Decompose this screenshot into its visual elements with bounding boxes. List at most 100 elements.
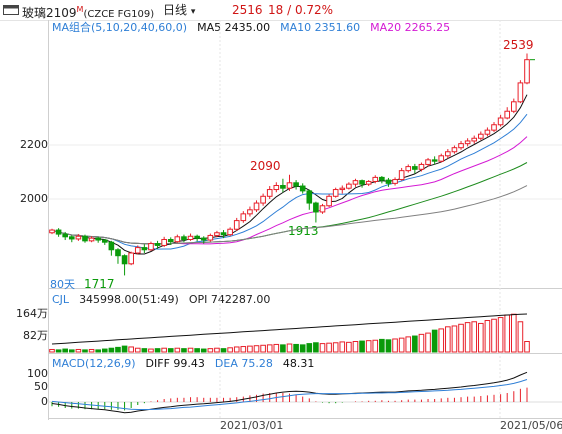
candle-body: [365, 180, 372, 185]
volume-bar: [101, 348, 108, 353]
candle-body: [200, 237, 207, 241]
panel-divider: [48, 353, 562, 354]
candle-body: [438, 155, 445, 162]
period-selector[interactable]: 日线 ▾: [163, 3, 195, 19]
volume-bar: [497, 317, 504, 353]
low-annotation: 1717: [84, 277, 115, 291]
candle-body: [471, 137, 478, 142]
volume-bar: [233, 346, 240, 353]
volume-bar: [398, 337, 405, 353]
volume-bar: [273, 343, 280, 353]
volume-bar: [484, 320, 491, 353]
period-label: 日线: [163, 3, 188, 17]
volume-legend: CJL 345998.00(51:49) OPI 742287.00: [52, 293, 280, 306]
candle-body: [497, 117, 504, 126]
candle-body: [161, 239, 167, 246]
volume-bar: [346, 341, 352, 353]
diff-line: [51, 371, 528, 414]
volume-bar: [62, 348, 69, 353]
candle-body: [167, 239, 174, 243]
volume-bar: [510, 313, 517, 353]
volume-bar: [49, 348, 55, 353]
volume-bar: [471, 321, 478, 353]
candle-body: [187, 235, 194, 240]
candle-body: [101, 239, 108, 243]
candle-body: [418, 163, 425, 170]
macd-indicator-name[interactable]: MACD(12,26,9): [52, 357, 136, 370]
ma-indicator-name[interactable]: MA组合(5,10,20,40,60,0): [52, 21, 188, 34]
macd-value: 48.31: [282, 357, 315, 370]
period-count-label: 80天: [50, 278, 75, 291]
candle-body: [478, 133, 484, 139]
volume-value: 345998.00(51:49): [79, 293, 179, 306]
candle-body: [280, 185, 286, 189]
y-label-2200: 2200: [20, 138, 48, 151]
volume-bar: [445, 326, 451, 353]
volume-bar: [68, 349, 75, 353]
candle-body: [484, 129, 491, 135]
candle-body: [286, 182, 293, 189]
candle-body: [445, 151, 451, 157]
candle-body: [398, 170, 405, 181]
open-interest-value: OPI 742287.00: [188, 293, 271, 306]
volume-bar: [405, 336, 412, 353]
candle-body: [379, 176, 385, 181]
window-toggle-icon[interactable]: [3, 4, 19, 18]
volume-bar: [266, 344, 273, 353]
candle-body: [510, 101, 517, 112]
volume-indicator-name[interactable]: CJL: [52, 293, 70, 306]
candle-body: [214, 232, 220, 236]
candle-body: [306, 190, 313, 204]
volume-bar: [286, 343, 293, 353]
candle-body: [313, 202, 319, 213]
volume-bar: [55, 349, 62, 353]
y-label-0: 0: [41, 395, 48, 408]
y-label-50: 50: [34, 380, 48, 393]
candle-body: [108, 241, 115, 251]
volume-bar: [280, 344, 286, 353]
volume-bar: [332, 342, 339, 353]
volume-bar: [187, 347, 194, 353]
volume-bar: [517, 321, 524, 353]
volume-bar: [227, 347, 233, 353]
x-axis-line: [48, 418, 562, 419]
contract-name: 玻璃2109: [22, 6, 77, 20]
panel-divider: [48, 288, 562, 289]
y-label-100: 100: [27, 367, 48, 380]
open-interest-line: [51, 313, 528, 345]
dea-value: DEA 75.28: [214, 357, 273, 370]
candle-body: [425, 159, 431, 165]
volume-bar: [214, 347, 220, 353]
volume-bar: [504, 314, 511, 353]
x-label-1: 2021/03/01: [220, 419, 284, 432]
volume-bar: [458, 323, 464, 353]
candle-body: [464, 140, 471, 145]
candle-body: [95, 237, 101, 241]
candle-body: [75, 235, 82, 240]
volume-bar: [167, 348, 174, 353]
candle-body: [359, 180, 365, 185]
ma60-line: [51, 185, 528, 245]
volume-bar: [260, 344, 266, 353]
candle-body: [55, 229, 62, 235]
volume-bar: [524, 341, 530, 353]
volume-bar: [438, 328, 445, 353]
candle-body: [319, 205, 326, 213]
volume-bar: [306, 343, 313, 353]
volume-bar: [148, 348, 154, 353]
volume-bar: [194, 348, 200, 353]
ma20-value: MA20 2265.25: [370, 21, 451, 34]
volume-bar: [253, 345, 260, 353]
candle-body: [49, 229, 55, 234]
volume-bar: [75, 348, 82, 353]
candle-body: [451, 147, 458, 153]
volume-bar: [174, 347, 181, 353]
ma5-value: MA5 2435.00: [197, 21, 271, 34]
volume-bar: [207, 348, 214, 353]
candle-body: [346, 183, 352, 189]
volume-bar: [359, 340, 365, 353]
candle-body: [458, 143, 464, 149]
volume-bar: [365, 340, 372, 353]
volume-bar: [412, 335, 418, 353]
